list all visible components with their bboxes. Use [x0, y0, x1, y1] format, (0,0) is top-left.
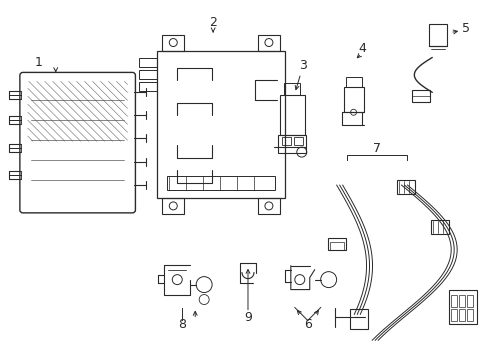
Text: 6: 6: [304, 318, 312, 331]
Bar: [278, 135, 306, 153]
Bar: [258, 35, 280, 50]
Bar: [467, 294, 473, 306]
Bar: [157, 50, 285, 198]
Bar: [140, 82, 157, 91]
Bar: [162, 198, 184, 214]
Text: 2: 2: [209, 16, 217, 29]
Bar: [167, 176, 275, 190]
Bar: [343, 87, 364, 112]
Bar: [413, 90, 430, 102]
Bar: [345, 77, 362, 87]
Bar: [397, 180, 416, 194]
Text: 5: 5: [462, 22, 470, 35]
Bar: [431, 220, 449, 234]
Bar: [451, 294, 457, 306]
Bar: [330, 242, 343, 250]
Text: 8: 8: [178, 318, 186, 331]
Text: 9: 9: [244, 311, 252, 324]
Text: 1: 1: [35, 56, 43, 69]
Bar: [140, 71, 157, 80]
Bar: [162, 35, 184, 50]
Bar: [140, 58, 157, 67]
Bar: [429, 24, 447, 45]
Bar: [328, 238, 345, 250]
Bar: [451, 310, 457, 321]
Bar: [467, 310, 473, 321]
Text: 3: 3: [299, 59, 307, 72]
Bar: [459, 294, 465, 306]
Bar: [294, 137, 303, 145]
Bar: [258, 198, 280, 214]
Text: 7: 7: [373, 141, 382, 155]
Bar: [449, 289, 477, 324]
Bar: [282, 137, 291, 145]
Bar: [280, 95, 305, 135]
FancyBboxPatch shape: [20, 72, 135, 213]
Bar: [459, 310, 465, 321]
Bar: [284, 84, 300, 95]
Bar: [349, 310, 368, 329]
Text: 4: 4: [359, 42, 367, 55]
